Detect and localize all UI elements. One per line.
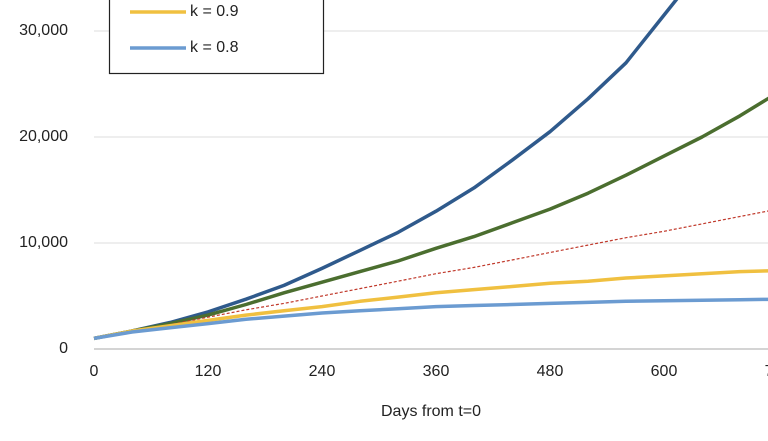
x-tick-label: 240 — [309, 363, 336, 380]
series-line — [93, 297, 768, 341]
legend-label: k = 0.8 — [190, 39, 239, 56]
series-line — [93, 0, 679, 341]
series-line — [93, 96, 768, 341]
y-tick-label: 10,000 — [19, 234, 68, 251]
legend-label: k = 0.9 — [190, 3, 239, 20]
x-axis-label: Days from t=0 — [381, 403, 481, 420]
x-tick-label: 360 — [423, 363, 450, 380]
x-tick-label: 480 — [537, 363, 564, 380]
y-tick-label: 0 — [59, 340, 68, 357]
x-tick-label: 120 — [195, 363, 222, 380]
series-line — [93, 210, 768, 339]
plot-area — [93, 0, 768, 341]
x-tick-label: 600 — [651, 363, 678, 380]
x-tick-label: 720 — [765, 363, 768, 380]
x-tick-label: 0 — [90, 363, 99, 380]
series-line — [93, 269, 768, 341]
y-tick-label: 30,000 — [19, 22, 68, 39]
y-tick-label: 20,000 — [19, 128, 68, 145]
